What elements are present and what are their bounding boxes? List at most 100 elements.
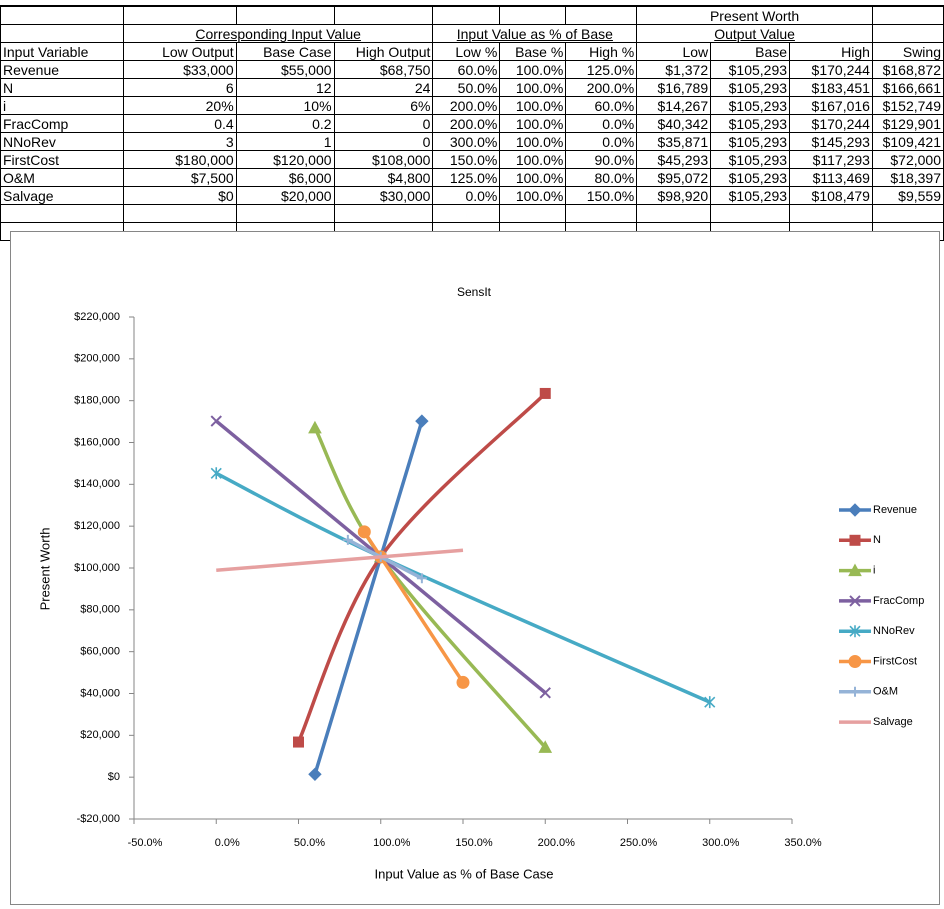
x-tick-label: 300.0% — [702, 837, 740, 849]
cell: $68,750 — [333, 60, 434, 79]
y-tick-label: $160,000 — [74, 436, 120, 448]
cell: $72,000 — [871, 150, 944, 169]
cell-text: Input Value as % of Base — [456, 25, 613, 42]
legend-label: N — [873, 534, 881, 546]
cell: Output Value — [636, 24, 873, 43]
marker — [357, 525, 371, 539]
x-tick-label: 350.0% — [784, 837, 822, 849]
cell: 150.0% — [432, 150, 501, 169]
cell: $167,016 — [789, 96, 873, 115]
row: Salvage $0 $20,000 $30,000 0.0% 100.0% 150.0% $… — [0, 186, 944, 205]
row: i 20% 10% 6% 200.0% 100.0% 60.0% $14,267 $105,29… — [0, 96, 944, 115]
cell: 200.0% — [432, 96, 501, 115]
cell: 125.0% — [432, 168, 501, 187]
cell — [871, 6, 944, 25]
legend-label: i — [873, 565, 875, 577]
marker — [848, 655, 862, 668]
cell — [565, 204, 638, 223]
cell: FirstCost — [0, 150, 124, 169]
cell: $129,901 — [871, 114, 944, 133]
cell-text: Output Value — [714, 25, 795, 42]
cell — [499, 6, 567, 25]
cell: 100.0% — [499, 168, 567, 187]
spreadsheet-table: Present Worth Corresponding Input Value In… — [0, 6, 944, 241]
y-tick-label: -$20,000 — [77, 813, 120, 825]
legend-item: Salvage — [839, 716, 913, 728]
cell: Low Output — [122, 42, 237, 61]
cell — [432, 204, 501, 223]
y-axis-title: Present Worth — [37, 528, 52, 611]
cell: $0 — [122, 186, 237, 205]
x-tick-label: 100.0% — [373, 837, 411, 849]
marker — [849, 534, 861, 546]
cell: Base % — [499, 42, 567, 61]
cell: $170,244 — [789, 114, 873, 133]
cell: High — [789, 42, 873, 61]
cell: Base — [710, 42, 791, 61]
cell: $105,293 — [710, 96, 791, 115]
cell: NNoRev — [0, 132, 124, 151]
chart: SensIt Present Worth Input Value as % of… — [10, 231, 940, 905]
marker — [293, 736, 304, 748]
row: N 6 12 24 50.0% 100.0% 200.0% $16,789 $105,293 $1… — [0, 78, 944, 97]
legend-item: FracComp — [839, 595, 924, 607]
y-tick-label: $200,000 — [74, 353, 120, 365]
cell-text: Corresponding Input Value — [195, 25, 361, 42]
chart-title: SensIt — [457, 285, 492, 299]
cell: 20% — [122, 96, 237, 115]
x-axis-title: Input Value as % of Base Case — [375, 866, 554, 881]
y-tick-label: $140,000 — [74, 478, 120, 490]
cell — [0, 204, 124, 223]
cell: 100.0% — [499, 60, 567, 79]
cell — [122, 6, 237, 25]
marker — [308, 767, 322, 782]
cell: 60.0% — [432, 60, 501, 79]
cell: 3 — [122, 132, 237, 151]
cell: $117,293 — [789, 150, 873, 169]
legend-label: FracComp — [873, 595, 924, 607]
cell: $20,000 — [235, 186, 335, 205]
legend-label: Salvage — [873, 716, 913, 728]
cell: O&M — [0, 168, 124, 187]
marker — [342, 534, 353, 545]
x-tick-label: 50.0% — [294, 837, 325, 849]
cell: 100.0% — [499, 132, 567, 151]
legend-label: O&M — [873, 686, 898, 698]
cell: 0.4 — [122, 114, 237, 133]
cell: 10% — [235, 96, 335, 115]
cell: $105,293 — [710, 60, 791, 79]
cell: 100.0% — [499, 186, 567, 205]
y-tick-label: $120,000 — [74, 520, 120, 532]
cell: $98,920 — [636, 186, 712, 205]
marker — [210, 415, 222, 427]
series-line — [215, 471, 711, 704]
x-tick-label: 200.0% — [538, 837, 576, 849]
sheet-edge — [0, 5, 944, 6]
marker — [539, 687, 551, 699]
cell: Base Case — [235, 42, 335, 61]
cell: Low % — [432, 42, 501, 61]
y-tick-label: $100,000 — [74, 562, 120, 574]
cell — [710, 204, 791, 223]
x-tick-label: 0.0% — [215, 837, 240, 849]
cell: 6% — [333, 96, 434, 115]
cell: 60.0% — [565, 96, 638, 115]
cell: $33,000 — [122, 60, 237, 79]
cell: 50.0% — [432, 78, 501, 97]
cell: $40,342 — [636, 114, 712, 133]
cell: Input Variable — [0, 42, 124, 61]
cell: $95,072 — [636, 168, 712, 187]
cell: $18,397 — [871, 168, 944, 187]
cell: 24 — [333, 78, 434, 97]
legend-label: NNoRev — [873, 625, 915, 637]
cell: Present Worth — [636, 6, 873, 25]
cell: $105,293 — [710, 132, 791, 151]
cell: $108,000 — [333, 150, 434, 169]
cell: 300.0% — [432, 132, 501, 151]
cell: i — [0, 96, 124, 115]
cell: Low — [636, 42, 712, 61]
x-tick-label: -50.0% — [128, 837, 163, 849]
cell: $16,789 — [636, 78, 712, 97]
cell: 0.0% — [565, 132, 638, 151]
